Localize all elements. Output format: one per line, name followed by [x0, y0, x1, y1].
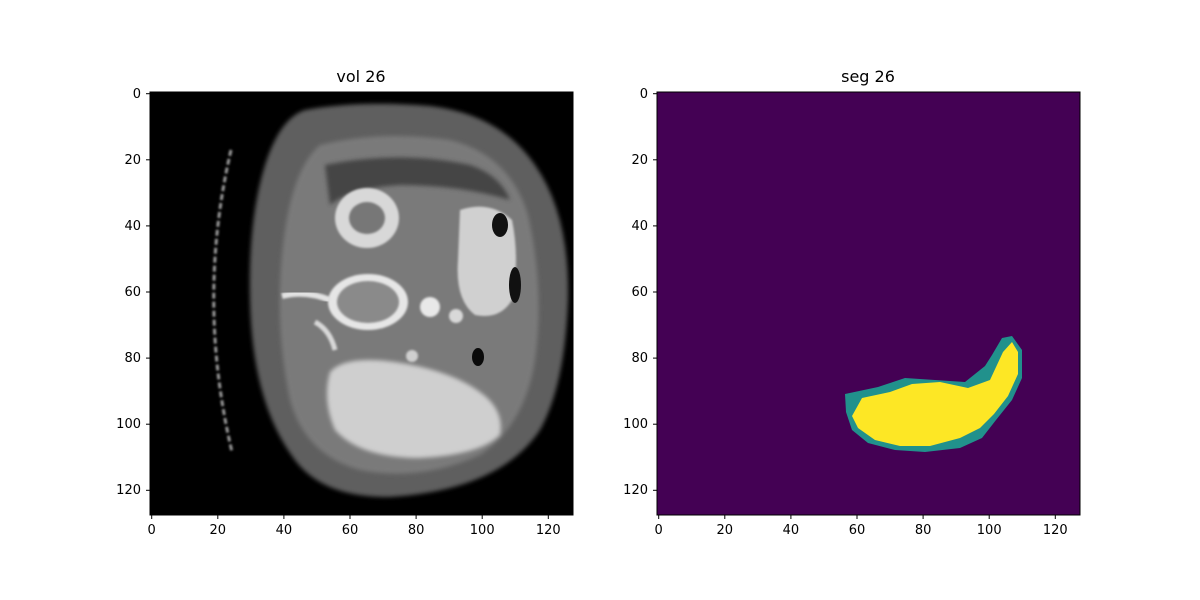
- seg-y-tick-label: 100: [623, 417, 648, 432]
- ct-y-tick-label: 100: [116, 417, 141, 432]
- seg-x-tick-label: 80: [915, 523, 932, 538]
- seg-y-tick-label: 20: [631, 153, 648, 168]
- seg-image: [657, 92, 1080, 515]
- seg-y-tick-label: 40: [631, 219, 648, 234]
- ct-y-tick-label: 60: [124, 285, 141, 300]
- ct-axes-frame: [149, 91, 574, 516]
- seg-x-tick-label: 120: [1043, 523, 1068, 538]
- ct-x-tick-label: 80: [408, 523, 425, 538]
- ct-title: vol 26: [336, 67, 385, 86]
- ct-x-tick-label: 20: [210, 523, 227, 538]
- seg-y-tick-label: 120: [623, 483, 648, 498]
- ct-y-tick-label: 40: [124, 219, 141, 234]
- seg-panel: seg 26 0 20 40 60 80 100 120: [623, 67, 1081, 538]
- seg-y-axis: 0 20 40 60 80 100 120: [623, 87, 657, 498]
- ct-x-tick-label: 40: [276, 523, 293, 538]
- seg-y-tick-label: 0: [640, 87, 648, 102]
- seg-title: seg 26: [841, 67, 895, 86]
- seg-x-tick-label: 100: [977, 523, 1002, 538]
- ct-y-tick-label: 0: [133, 87, 141, 102]
- seg-x-tick-label: 0: [655, 523, 663, 538]
- ct-x-tick-label: 0: [148, 523, 156, 538]
- ct-panel: vol 26: [116, 67, 574, 538]
- ct-y-tick-label: 120: [116, 483, 141, 498]
- ct-x-axis: 0 20 40 60 80 100 120: [148, 515, 561, 538]
- ct-y-axis: 0 20 40 60 80 100 120: [116, 87, 150, 498]
- ct-y-tick-label: 20: [124, 153, 141, 168]
- seg-x-axis: 0 20 40 60 80 100 120: [655, 515, 1068, 538]
- ct-x-tick-label: 60: [342, 523, 359, 538]
- seg-y-tick-label: 80: [631, 351, 648, 366]
- seg-x-tick-label: 40: [783, 523, 800, 538]
- seg-x-tick-label: 20: [717, 523, 734, 538]
- ct-y-tick-label: 80: [124, 351, 141, 366]
- seg-x-tick-label: 60: [849, 523, 866, 538]
- ct-image: [150, 92, 573, 515]
- seg-y-tick-label: 60: [631, 285, 648, 300]
- seg-axes-frame: [656, 91, 1081, 516]
- ct-x-tick-label: 120: [536, 523, 561, 538]
- ct-x-tick-label: 100: [470, 523, 495, 538]
